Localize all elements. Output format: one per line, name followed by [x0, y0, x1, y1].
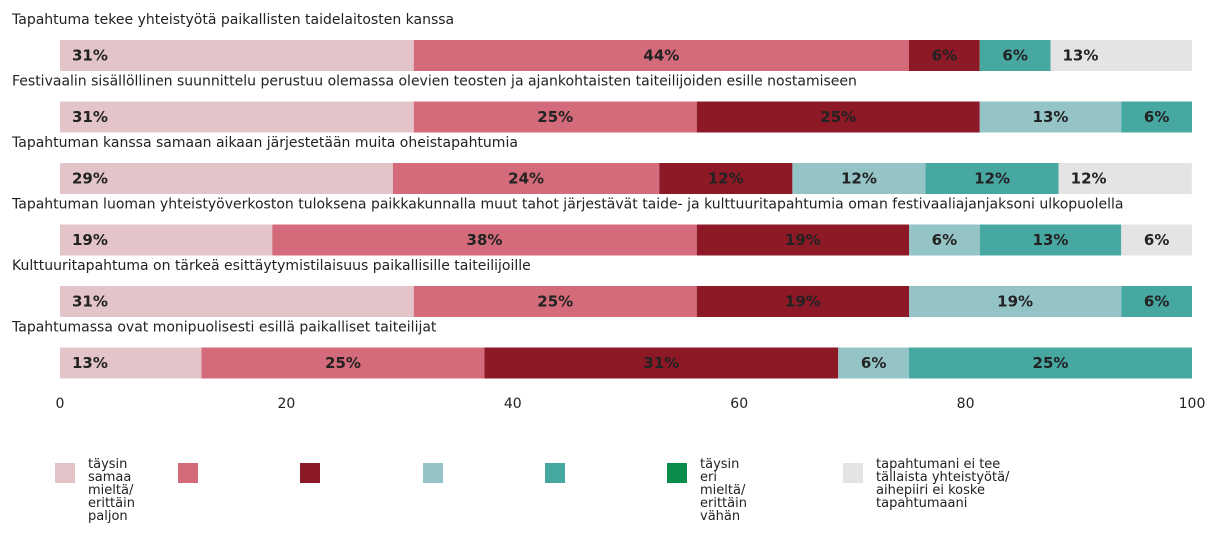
row-title: Tapahtuman kanssa samaan aikaan järjeste…: [11, 135, 518, 151]
x-tick-label: 40: [504, 396, 522, 412]
bar-segment: [392, 163, 660, 194]
data-label: 31%: [72, 108, 108, 126]
data-label: 13%: [1033, 108, 1069, 126]
legend-swatch: [545, 463, 565, 483]
data-label: 12%: [974, 170, 1010, 188]
data-label: 25%: [537, 293, 573, 311]
bar-segment: [60, 224, 273, 256]
data-label: 25%: [1033, 354, 1069, 372]
data-label: 12%: [708, 170, 744, 188]
x-tick-label: 20: [277, 396, 295, 412]
data-label: 13%: [1033, 231, 1069, 249]
data-label: 19%: [785, 231, 821, 249]
row-title: Festivaalin sisällöllinen suunnittelu pe…: [12, 74, 857, 90]
data-label: 38%: [467, 231, 503, 249]
data-label: 6%: [1144, 108, 1169, 126]
bar-segment: [1058, 163, 1192, 194]
row-title: Tapahtuma tekee yhteistyötä paikallisten…: [11, 12, 454, 28]
bar-segment: [1121, 101, 1192, 133]
data-label: 6%: [932, 231, 957, 249]
bar-segment: [60, 101, 414, 133]
bar-segment: [413, 286, 697, 317]
chart: Tapahtuma tekee yhteistyötä paikallisten…: [11, 12, 1206, 412]
bar-segment: [696, 224, 909, 256]
data-label: 31%: [72, 47, 108, 65]
data-label: 31%: [643, 354, 679, 372]
data-label: 31%: [72, 293, 108, 311]
bar-segment: [60, 40, 414, 71]
legend-swatch: [55, 463, 75, 483]
data-label: 19%: [72, 231, 108, 249]
legend-swatch: [843, 463, 863, 483]
bar-segment: [1121, 286, 1192, 317]
bar-segment: [696, 101, 980, 133]
x-tick-label: 80: [957, 396, 975, 412]
bar-segment: [413, 40, 909, 71]
bar-segment: [925, 163, 1059, 194]
data-label: 6%: [1002, 47, 1027, 65]
bar-segment: [909, 286, 1122, 317]
data-label: 24%: [508, 170, 544, 188]
bar-segment: [659, 163, 793, 194]
legend-swatch: [178, 463, 198, 483]
data-label: 6%: [861, 354, 886, 372]
bar-segment: [201, 347, 485, 379]
bar-segment: [979, 101, 1122, 133]
bar-segment: [792, 163, 926, 194]
data-label: 6%: [1144, 231, 1169, 249]
data-label: 25%: [325, 354, 361, 372]
legend-swatch: [300, 463, 320, 483]
bar-segment: [484, 347, 839, 379]
data-label: 19%: [785, 293, 821, 311]
bar-segment: [696, 286, 909, 317]
data-label: 19%: [997, 293, 1033, 311]
legend-label: tapahtumani ei tee tällaista yhteistyötä…: [876, 457, 1010, 511]
data-label: 29%: [72, 170, 108, 188]
bar-segment: [838, 347, 909, 379]
bar-segment: [60, 163, 393, 194]
data-label: 6%: [932, 47, 957, 65]
data-label: 44%: [643, 47, 679, 65]
data-label: 13%: [1063, 47, 1099, 65]
row-title: Tapahtuman luoman yhteistyöverkoston tul…: [11, 197, 1123, 213]
legend-swatch: [667, 463, 687, 483]
data-label: 25%: [820, 108, 856, 126]
data-label: 12%: [841, 170, 877, 188]
data-label: 25%: [537, 108, 573, 126]
row-title: Kulttuuritapahtuma on tärkeä esittäytymi…: [12, 258, 531, 274]
x-tick-label: 60: [730, 396, 748, 412]
bar-segment: [1050, 40, 1192, 71]
bar-segment: [272, 224, 697, 256]
data-label: 12%: [1071, 170, 1107, 188]
bar-segment: [413, 101, 697, 133]
bar-segment: [909, 40, 980, 71]
data-label: 6%: [1144, 293, 1169, 311]
legend-swatch: [423, 463, 443, 483]
legend-label: täysin eri mieltä/ erittäin vähän: [700, 457, 747, 524]
x-tick-label: 0: [56, 396, 65, 412]
x-tick-label: 100: [1179, 396, 1206, 412]
legend-label: täysin samaa mieltä/ erittäin paljon: [88, 457, 135, 524]
bar-segment: [979, 40, 1051, 71]
bar-segment: [979, 224, 1122, 256]
bar-segment: [1121, 224, 1192, 256]
bar-segment: [60, 347, 202, 379]
row-title: Tapahtumassa ovat monipuolisesti esillä …: [11, 320, 437, 336]
bar-segment: [909, 224, 980, 256]
bar-segment: [909, 347, 1192, 379]
bar-segment: [60, 286, 414, 317]
data-label: 13%: [72, 354, 108, 372]
